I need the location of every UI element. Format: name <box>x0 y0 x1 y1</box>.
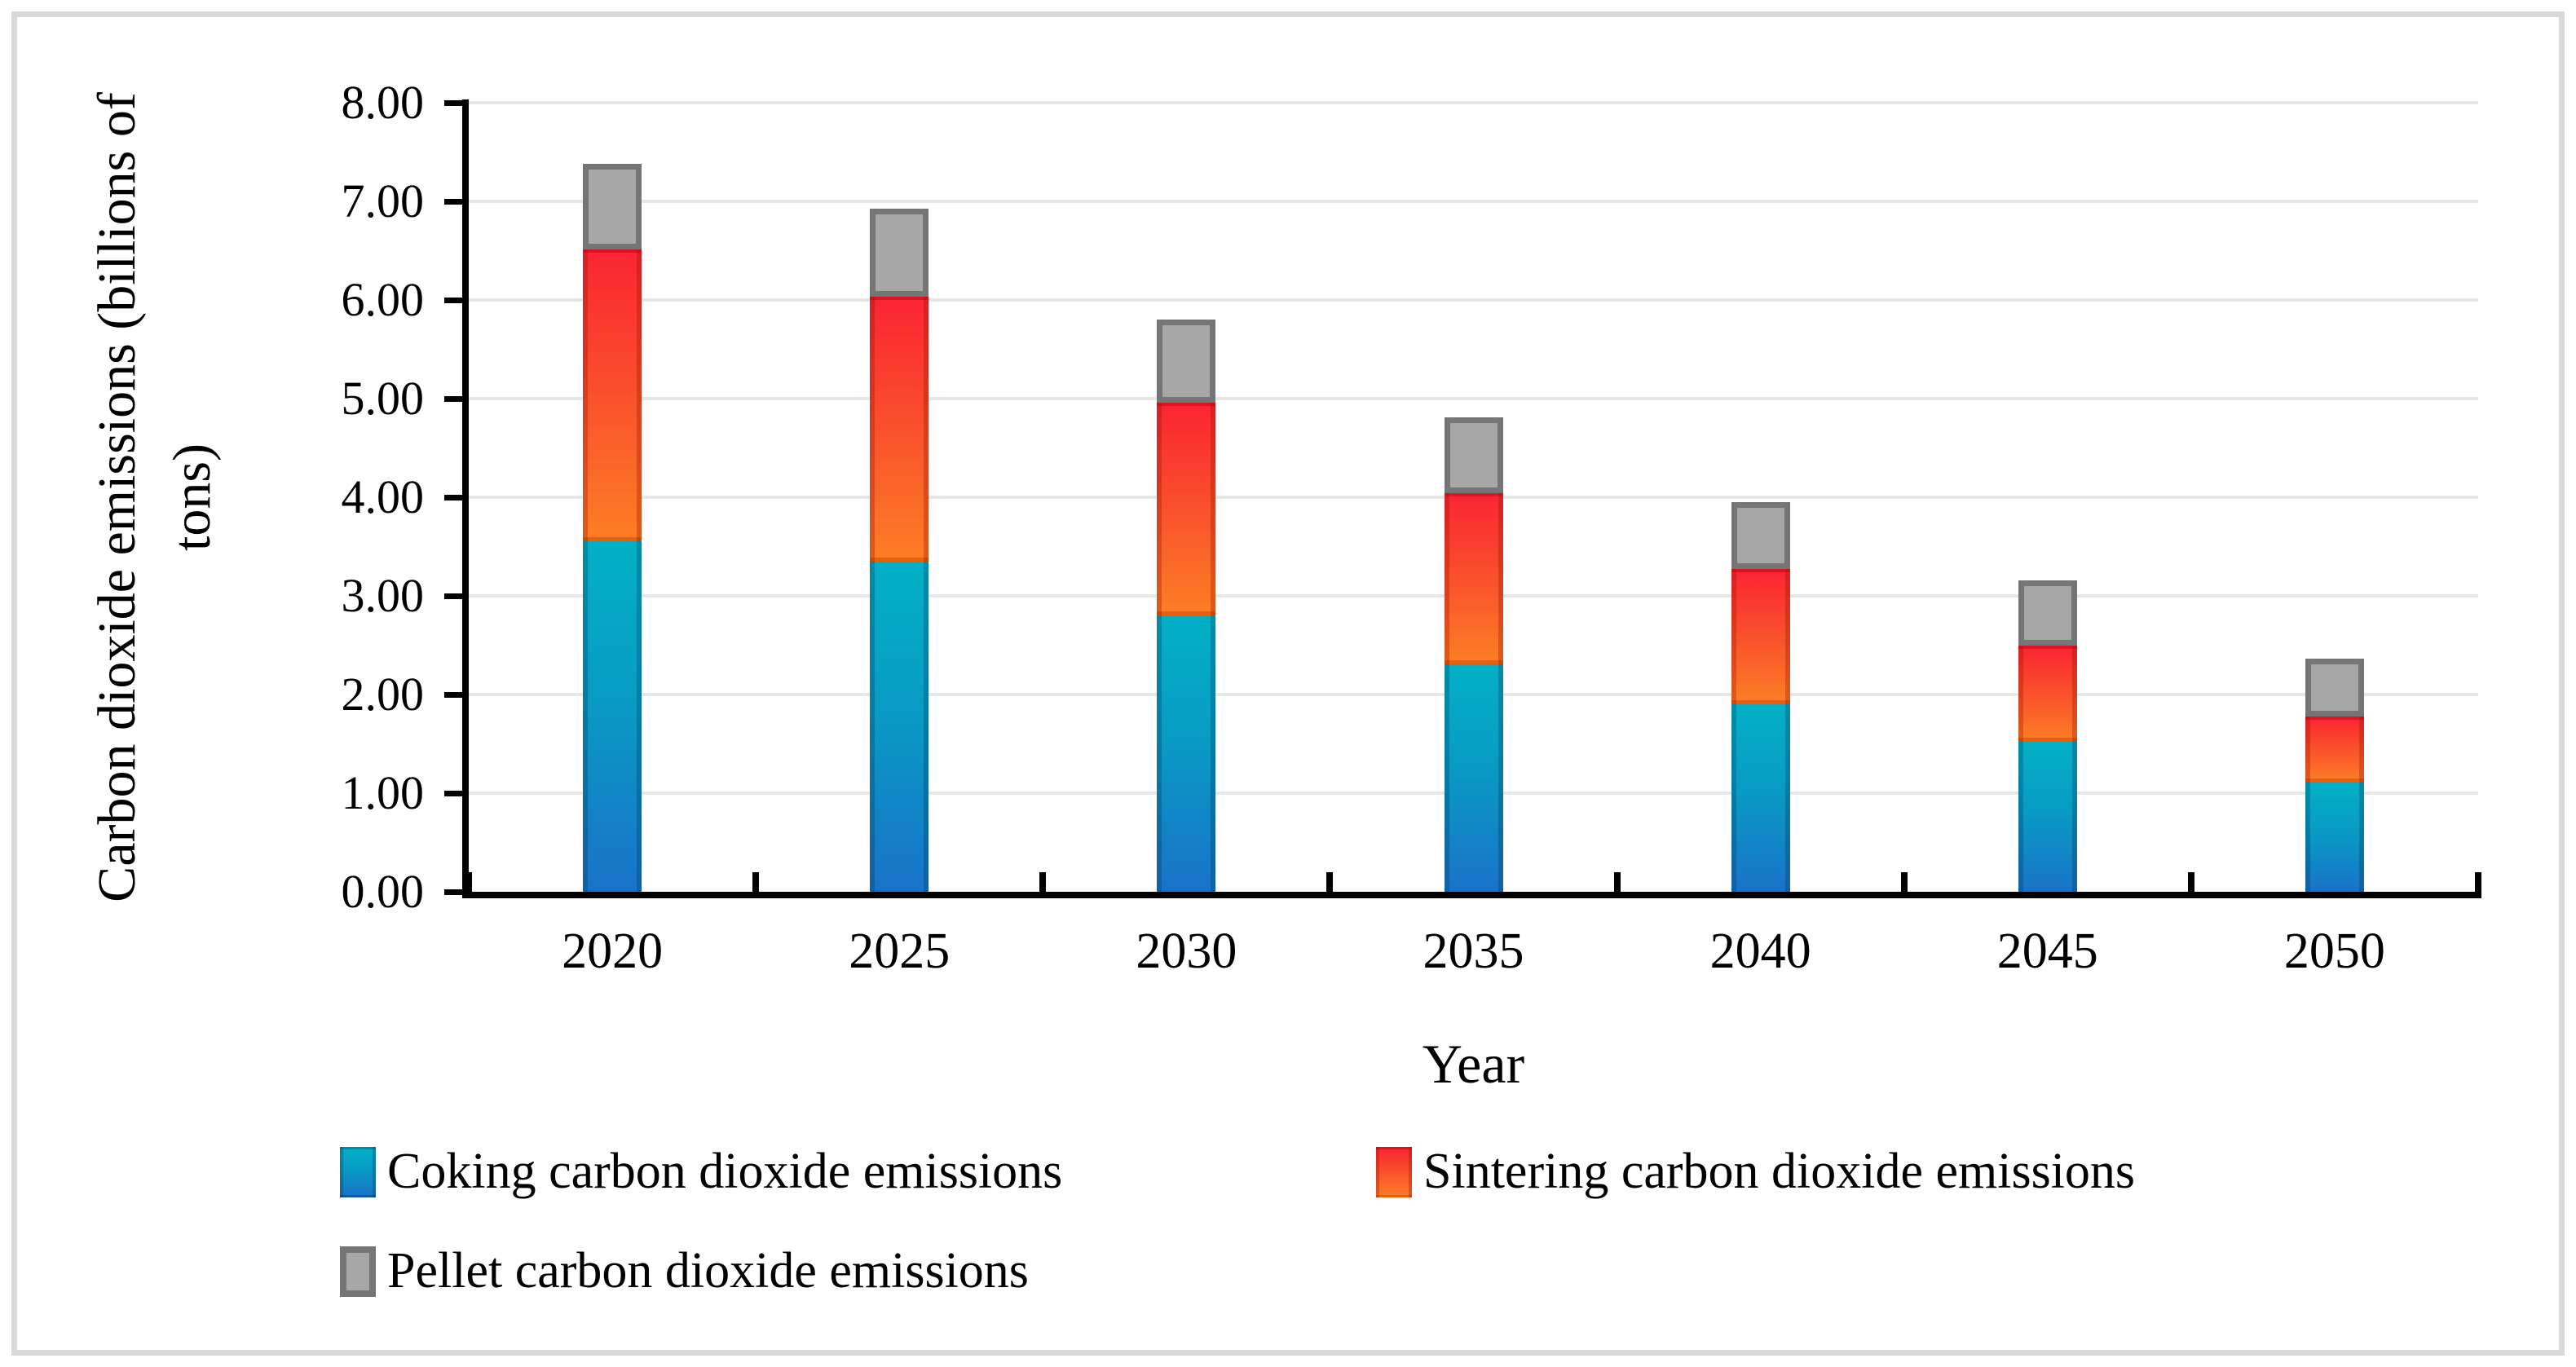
y-axis-title-text: Carbon dioxide emissions (billions of to… <box>80 0 230 1109</box>
bar-segment-coking-2045 <box>2018 742 2077 892</box>
y-axis-tick-label-0: 0.00 <box>341 865 425 918</box>
bar-segment-coking-2020 <box>583 541 642 892</box>
plot-area <box>444 99 2481 898</box>
y-axis-tick-label-1: 1.00 <box>341 766 425 819</box>
x-axis-tick-label-2040: 2040 <box>1709 924 1811 979</box>
y-axis-tick-label-5: 5.00 <box>341 372 425 425</box>
bar-segment-coking-2040 <box>1731 704 1790 892</box>
bar-segment-sintering-2050 <box>2305 716 2364 783</box>
legend-swatch-pellet <box>340 1246 376 1297</box>
x-axis-line <box>462 892 2481 898</box>
y-axis-tick-label-7: 7.00 <box>341 174 425 227</box>
x-axis-tick-2 <box>1039 872 1047 892</box>
y-axis-tick-0 <box>444 889 462 895</box>
bar-segment-pellet-2030 <box>1157 320 1216 403</box>
y-axis-tick-label-2: 2.00 <box>341 668 425 721</box>
x-axis-tick-4 <box>1613 872 1621 892</box>
x-axis-tick-7 <box>2475 872 2481 892</box>
x-axis-tick-6 <box>2187 872 2194 892</box>
x-axis-tick-3 <box>1326 872 1334 892</box>
bar-segment-sintering-2020 <box>583 249 642 542</box>
bar-segment-sintering-2025 <box>870 297 929 562</box>
y-axis-tick-label-6: 6.00 <box>341 273 425 326</box>
x-axis-tick-label-2050: 2050 <box>2283 924 2385 979</box>
y-axis-tick-1 <box>444 791 462 796</box>
y-axis-tick-5 <box>444 396 462 402</box>
bar-2050 <box>2305 659 2364 892</box>
x-axis-tick-0 <box>465 872 472 892</box>
gridline-7 <box>469 200 2478 203</box>
legend-item-pellet: Pellet carbon dioxide emissions <box>340 1242 1029 1300</box>
chart-frame-border <box>11 11 2565 1356</box>
legend-label-pellet: Pellet carbon dioxide emissions <box>387 1243 1029 1299</box>
x-axis-tick-label-2020: 2020 <box>562 924 664 979</box>
y-axis-tick-label-3: 3.00 <box>341 569 425 622</box>
bar-segment-coking-2050 <box>2305 782 2364 892</box>
bar-segment-pellet-2050 <box>2305 659 2364 717</box>
y-axis-tick-6 <box>444 298 462 303</box>
y-axis-tick-3 <box>444 593 462 599</box>
x-axis-tick-label-2035: 2035 <box>1423 924 1524 979</box>
y-axis-tick-label-8: 8.00 <box>341 76 425 129</box>
bar-2025 <box>870 208 929 892</box>
bar-2040 <box>1731 502 1790 892</box>
legend-swatch-coking <box>340 1146 376 1197</box>
bar-segment-sintering-2045 <box>2018 645 2077 743</box>
bar-2035 <box>1444 417 1503 892</box>
legend-label-sintering: Sintering carbon dioxide emissions <box>1423 1144 2136 1199</box>
y-axis-tick-7 <box>444 199 462 205</box>
legend-label-coking: Coking carbon dioxide emissions <box>387 1144 1063 1199</box>
x-axis-tick-1 <box>752 872 760 892</box>
legend-item-sintering: Sintering carbon dioxide emissions <box>1376 1143 2135 1201</box>
bar-2030 <box>1157 320 1216 892</box>
bar-segment-coking-2035 <box>1444 664 1503 892</box>
bar-segment-pellet-2045 <box>2018 580 2077 646</box>
gridline-5 <box>469 397 2478 400</box>
gridline-6 <box>469 298 2478 302</box>
y-axis-tick-4 <box>444 495 462 500</box>
x-axis-tick-label-2025: 2025 <box>849 924 951 979</box>
legend-swatch-sintering <box>1376 1146 1412 1197</box>
x-axis-title: Year <box>1422 1033 1525 1095</box>
bar-2020 <box>583 164 642 892</box>
y-axis-tick-8 <box>444 100 462 106</box>
bar-segment-sintering-2030 <box>1157 402 1216 616</box>
bar-segment-pellet-2035 <box>1444 417 1503 494</box>
bar-segment-coking-2025 <box>870 561 929 892</box>
bar-segment-pellet-2025 <box>870 208 929 298</box>
gridline-8 <box>469 101 2478 104</box>
bar-segment-sintering-2040 <box>1731 569 1790 705</box>
y-axis-tick-label-4: 4.00 <box>341 470 425 523</box>
x-axis-tick-5 <box>1900 872 1908 892</box>
x-axis-tick-label-2045: 2045 <box>1996 924 2098 979</box>
bar-segment-pellet-2040 <box>1731 502 1790 570</box>
x-axis-tick-label-2030: 2030 <box>1136 924 1237 979</box>
y-axis-line <box>462 99 469 898</box>
y-axis-tick-2 <box>444 692 462 698</box>
bar-segment-sintering-2035 <box>1444 493 1503 664</box>
bar-segment-coking-2030 <box>1157 615 1216 892</box>
bar-2045 <box>2018 580 2077 892</box>
legend-item-coking: Coking carbon dioxide emissions <box>340 1143 1062 1201</box>
bar-segment-pellet-2020 <box>583 164 642 250</box>
